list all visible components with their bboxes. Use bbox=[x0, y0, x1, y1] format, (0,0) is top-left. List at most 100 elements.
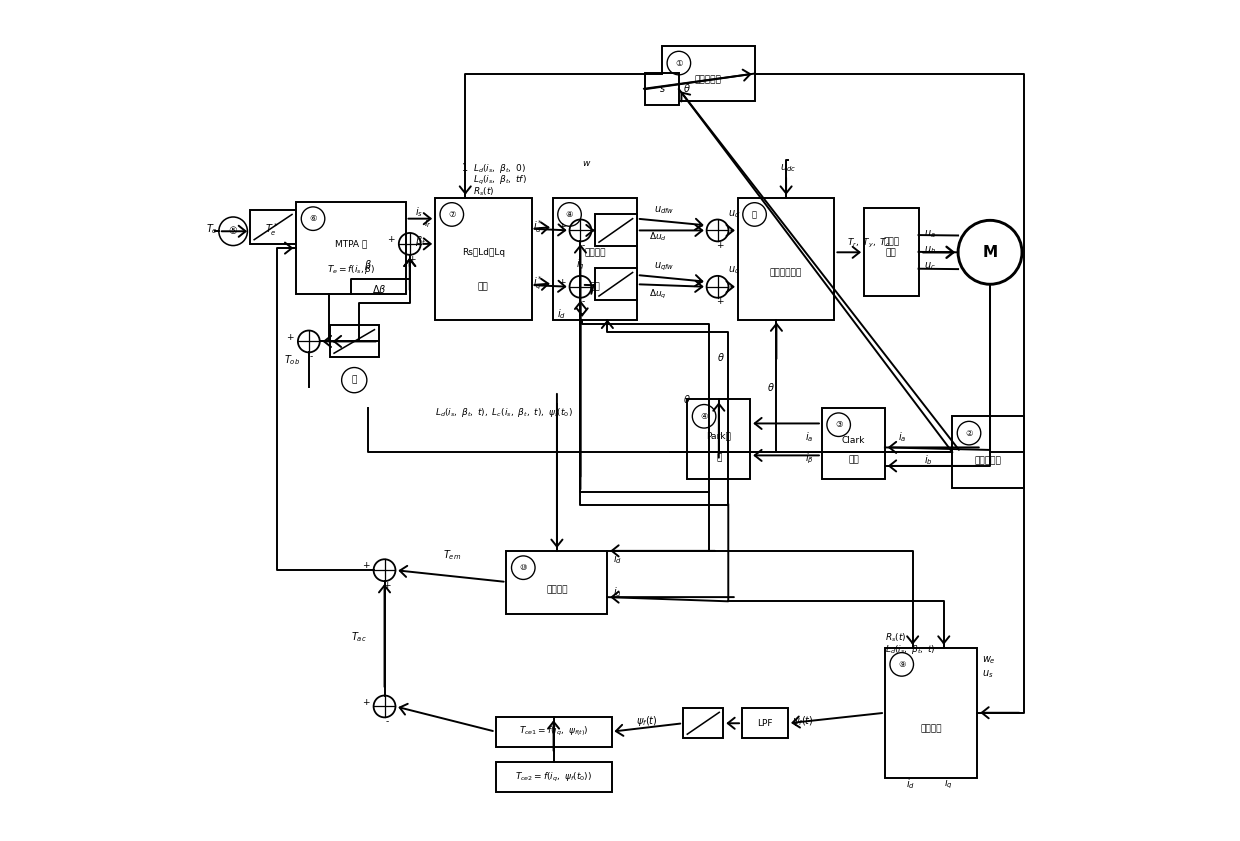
Text: ⑨: ⑨ bbox=[898, 660, 905, 669]
Text: Clark: Clark bbox=[842, 436, 866, 445]
FancyBboxPatch shape bbox=[330, 325, 378, 357]
FancyBboxPatch shape bbox=[952, 416, 1024, 488]
Text: $T_r,\ T_y,\ T_c$: $T_r,\ T_y,\ T_c$ bbox=[847, 237, 890, 251]
Text: ⑤: ⑤ bbox=[228, 226, 238, 236]
Text: -: - bbox=[310, 352, 312, 361]
Text: ⑦: ⑦ bbox=[448, 210, 455, 219]
FancyBboxPatch shape bbox=[864, 208, 919, 296]
Text: Park变: Park变 bbox=[707, 431, 732, 440]
Text: +: + bbox=[717, 298, 724, 306]
Text: 前馈控制: 前馈控制 bbox=[584, 248, 605, 257]
Text: $u_s$: $u_s$ bbox=[982, 669, 993, 680]
Text: 换: 换 bbox=[717, 453, 722, 463]
Text: $T_{ce1}=f(i_q,\ \psi_{f(t)})$: $T_{ce1}=f(i_q,\ \psi_{f(t)})$ bbox=[518, 725, 588, 738]
Text: $i_q^*$: $i_q^*$ bbox=[533, 275, 543, 292]
Text: +: + bbox=[696, 278, 703, 287]
Text: $i_d^*$: $i_d^*$ bbox=[533, 219, 543, 235]
Text: $i_q$: $i_q$ bbox=[944, 776, 952, 791]
Text: $T_e=f(i_s,\beta)$: $T_e=f(i_s,\beta)$ bbox=[326, 263, 376, 276]
Text: $u_c$: $u_c$ bbox=[925, 261, 936, 272]
FancyBboxPatch shape bbox=[595, 214, 637, 246]
Text: -: - bbox=[386, 717, 388, 726]
Text: $i_d$: $i_d$ bbox=[557, 308, 565, 321]
Text: $\theta$: $\theta$ bbox=[717, 352, 725, 363]
Text: $\beta_t$: $\beta_t$ bbox=[415, 235, 425, 248]
Text: $L_d(i_s,\ \beta_t,\ 0)$: $L_d(i_s,\ \beta_t,\ 0)$ bbox=[472, 161, 526, 175]
Text: $w_e$: $w_e$ bbox=[982, 654, 996, 666]
Text: $\psi_f(t)$: $\psi_f(t)$ bbox=[636, 714, 658, 727]
Text: 温度传感器: 温度传感器 bbox=[694, 76, 722, 85]
Text: $R_s(t)$: $R_s(t)$ bbox=[885, 632, 906, 643]
Text: +: + bbox=[696, 222, 703, 230]
Text: $i_q$: $i_q$ bbox=[577, 257, 585, 272]
Text: 1: 1 bbox=[463, 163, 469, 173]
Text: $u_{qfw}$: $u_{qfw}$ bbox=[653, 261, 675, 272]
Text: $T_{ac}$: $T_{ac}$ bbox=[351, 630, 367, 643]
Text: +: + bbox=[717, 241, 724, 250]
FancyBboxPatch shape bbox=[738, 198, 835, 320]
Text: $u_{dfw}$: $u_{dfw}$ bbox=[653, 204, 675, 216]
Text: ⑧: ⑧ bbox=[565, 210, 573, 219]
Text: +: + bbox=[362, 698, 370, 706]
Text: ⑪: ⑪ bbox=[352, 376, 357, 384]
Text: $T_{em}$: $T_{em}$ bbox=[444, 548, 461, 562]
FancyBboxPatch shape bbox=[595, 268, 637, 300]
Text: $i_\beta$: $i_\beta$ bbox=[805, 451, 813, 466]
FancyBboxPatch shape bbox=[662, 46, 755, 101]
Text: +: + bbox=[558, 222, 565, 230]
FancyBboxPatch shape bbox=[553, 198, 637, 320]
FancyBboxPatch shape bbox=[435, 198, 532, 320]
Text: MTPA 表: MTPA 表 bbox=[335, 239, 367, 248]
Text: M: M bbox=[982, 245, 998, 260]
FancyBboxPatch shape bbox=[687, 399, 750, 479]
Text: 转矩计算: 转矩计算 bbox=[546, 585, 568, 595]
Text: $w$: $w$ bbox=[582, 160, 591, 168]
Text: ⑩: ⑩ bbox=[520, 563, 527, 572]
FancyBboxPatch shape bbox=[645, 73, 678, 105]
Text: -: - bbox=[582, 298, 584, 306]
Text: 磁链计算: 磁链计算 bbox=[920, 724, 942, 733]
Text: ①: ① bbox=[675, 59, 683, 67]
Text: s: s bbox=[660, 84, 665, 94]
FancyBboxPatch shape bbox=[496, 717, 611, 747]
Text: $u_d$: $u_d$ bbox=[728, 209, 740, 220]
Text: $T_e$: $T_e$ bbox=[206, 223, 218, 236]
Text: $L_d(i_s,\ \beta_t,\ t),\ L_c(i_s,\ \beta_t,\ t),\ \psi_f(t_0)$: $L_d(i_s,\ \beta_t,\ t),\ L_c(i_s,\ \bet… bbox=[435, 405, 573, 419]
Text: $\beta$: $\beta$ bbox=[363, 258, 372, 272]
Text: +: + bbox=[383, 581, 391, 590]
Text: ④: ④ bbox=[701, 412, 708, 420]
Text: 旋转变压器: 旋转变压器 bbox=[975, 456, 1002, 465]
FancyBboxPatch shape bbox=[506, 551, 608, 614]
Text: $L_d(i_s,\ \beta_t,\ t)$: $L_d(i_s,\ \beta_t,\ t)$ bbox=[885, 643, 935, 656]
Text: +: + bbox=[286, 333, 294, 341]
Text: -: - bbox=[582, 241, 584, 250]
Text: $\Delta u_q$: $\Delta u_q$ bbox=[649, 288, 666, 301]
Text: ②: ② bbox=[965, 429, 972, 437]
Text: 解耦: 解耦 bbox=[589, 282, 600, 291]
Text: +: + bbox=[408, 255, 417, 263]
Text: ③: ③ bbox=[835, 420, 842, 429]
Text: +: + bbox=[387, 235, 396, 244]
Text: $i_s$: $i_s$ bbox=[415, 205, 423, 219]
FancyBboxPatch shape bbox=[250, 210, 296, 244]
Text: $T_{ce2}=f(i_q,\ \psi_f(t_0))$: $T_{ce2}=f(i_q,\ \psi_f(t_0))$ bbox=[515, 770, 591, 784]
Text: $L_q(i_s,\ \beta_t,\ tf)$: $L_q(i_s,\ \beta_t,\ tf)$ bbox=[472, 173, 527, 187]
Text: $i_a$: $i_a$ bbox=[898, 431, 906, 444]
Text: $i_r$: $i_r$ bbox=[424, 216, 432, 230]
Text: $i_q$: $i_q$ bbox=[614, 585, 622, 600]
Text: $\theta$: $\theta$ bbox=[683, 82, 691, 94]
FancyBboxPatch shape bbox=[496, 762, 611, 792]
FancyBboxPatch shape bbox=[885, 648, 977, 778]
Text: $\psi_f(t)$: $\psi_f(t)$ bbox=[792, 714, 815, 727]
Text: 查表: 查表 bbox=[477, 282, 489, 291]
Text: $\theta$: $\theta$ bbox=[768, 381, 775, 393]
Text: $T_{ob}$: $T_{ob}$ bbox=[284, 353, 300, 367]
Text: $u_{dc}$: $u_{dc}$ bbox=[780, 162, 796, 174]
Text: $u_b$: $u_b$ bbox=[925, 244, 936, 256]
Text: $i_a$: $i_a$ bbox=[805, 431, 813, 444]
Text: $\Delta u_d$: $\Delta u_d$ bbox=[649, 231, 667, 243]
Text: LPF: LPF bbox=[758, 719, 773, 727]
Text: $u_a$: $u_a$ bbox=[925, 228, 936, 240]
Text: ⑫: ⑫ bbox=[751, 210, 758, 219]
Text: Rs、Ld、Lq: Rs、Ld、Lq bbox=[461, 248, 505, 257]
